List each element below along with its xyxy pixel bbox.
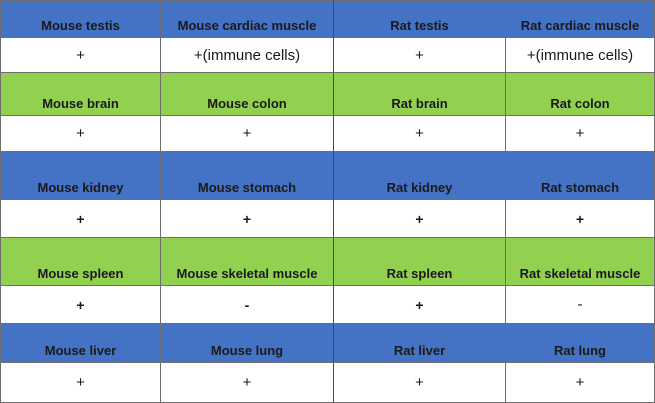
tissue-header-cell: Rat cardiac muscle xyxy=(506,0,655,38)
expression-value-cell: + xyxy=(506,200,655,238)
tissue-header-cell: Mouse cardiac muscle xyxy=(161,0,334,38)
expression-value-cell: + xyxy=(0,200,161,238)
expression-value-cell: +(immune cells) xyxy=(161,38,334,73)
expression-value-cell: + xyxy=(334,200,506,238)
tissue-header-cell: Mouse testis xyxy=(0,0,161,38)
tissue-header-cell: Mouse kidney xyxy=(0,152,161,200)
expression-value-cell: + xyxy=(334,286,506,324)
tissue-header-cell: Mouse stomach xyxy=(161,152,334,200)
tissue-header-cell: Mouse brain xyxy=(0,73,161,116)
tissue-header-cell: Mouse colon xyxy=(161,73,334,116)
expression-value-cell: - xyxy=(506,286,655,324)
expression-value-cell: + xyxy=(506,363,655,403)
expression-value-cell: + xyxy=(334,363,506,403)
expression-value-cell: + xyxy=(161,363,334,403)
tissue-header-cell: Mouse spleen xyxy=(0,238,161,286)
expression-value-cell: + xyxy=(506,116,655,152)
expression-value-cell: - xyxy=(161,286,334,324)
tissue-header-cell: Mouse lung xyxy=(161,324,334,363)
tissue-header-cell: Rat spleen xyxy=(334,238,506,286)
tissue-header-cell: Rat liver xyxy=(334,324,506,363)
tissue-header-cell: Rat skeletal muscle xyxy=(506,238,655,286)
tissue-header-cell: Mouse liver xyxy=(0,324,161,363)
expression-value-cell: + xyxy=(0,116,161,152)
tissue-header-cell: Rat testis xyxy=(334,0,506,38)
expression-value-cell: + xyxy=(161,116,334,152)
tissue-header-cell: Rat colon xyxy=(506,73,655,116)
expression-value-cell: + xyxy=(334,116,506,152)
expression-value-cell: + xyxy=(161,200,334,238)
tissue-header-cell: Rat brain xyxy=(334,73,506,116)
tissue-header-cell: Mouse skeletal muscle xyxy=(161,238,334,286)
expression-value-cell: + xyxy=(0,363,161,403)
tissue-header-cell: Rat lung xyxy=(506,324,655,363)
expression-value-cell: +(immune cells) xyxy=(506,38,655,73)
tissue-header-cell: Rat kidney xyxy=(334,152,506,200)
expression-value-cell: + xyxy=(334,38,506,73)
tissue-header-cell: Rat stomach xyxy=(506,152,655,200)
expression-value-cell: + xyxy=(0,38,161,73)
expression-value-cell: + xyxy=(0,286,161,324)
